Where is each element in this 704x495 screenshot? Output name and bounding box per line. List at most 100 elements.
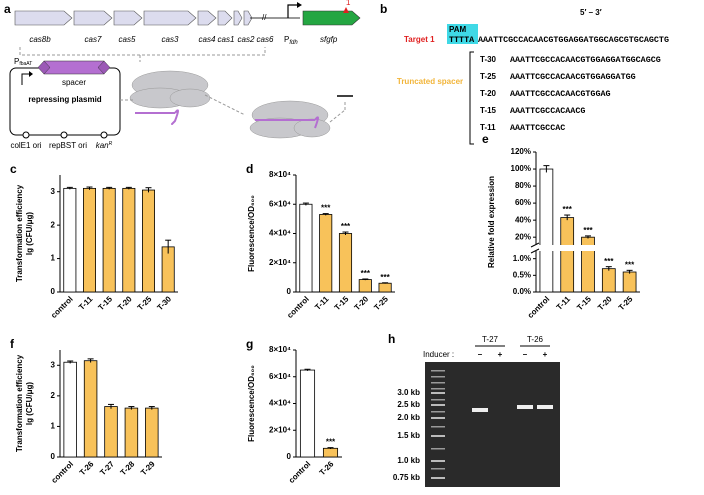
y-tick-label: 120% (511, 147, 531, 156)
pam-highlight (447, 24, 478, 44)
ladder-band (431, 460, 445, 462)
ladder-band (431, 404, 445, 406)
ladder-band (431, 399, 445, 401)
ladder-band (431, 426, 445, 428)
x-tick-label: T-15 (96, 294, 114, 312)
gene-label: cas5 (119, 35, 136, 44)
inducer-sign: + (498, 350, 503, 359)
bar (122, 187, 136, 293)
y-tick-label: 2 (51, 391, 56, 400)
ladder-band (431, 376, 445, 378)
spacer-seq: AAATTCGCCACAACGTGGAGGATGGCAGCG (510, 55, 661, 65)
inducer-label: Inducer : (423, 350, 454, 359)
y-tick-label: 0 (51, 452, 56, 461)
gene-label: cas7 (85, 35, 102, 44)
y-tick-label: 4×10⁴ (269, 399, 291, 408)
bar (560, 217, 575, 293)
plasmid-promoter-head (29, 71, 33, 77)
sample-label: T-26 (527, 335, 544, 344)
axis-break-mark (530, 242, 540, 254)
gene-label: cas1 (218, 35, 235, 44)
bar (299, 369, 316, 458)
gene-label: cas3 (162, 35, 179, 44)
y-tick-label: 6×10⁴ (269, 199, 291, 208)
x-tick-label: T-11 (555, 294, 573, 312)
bar (102, 187, 116, 293)
ladder-band (431, 370, 445, 372)
promoter-arrow (287, 4, 298, 18)
significance: *** (361, 269, 371, 278)
spacer-label: spacer (62, 78, 86, 87)
ladder-band (431, 382, 445, 384)
bar (63, 187, 77, 293)
plasmid-title: repressing plasmid (28, 95, 101, 104)
y-tick-label: 0 (51, 287, 56, 296)
bar (319, 214, 333, 293)
significance: *** (326, 438, 336, 447)
y-tick-label: 0.0% (513, 287, 531, 296)
x-tick-label: control (526, 295, 552, 321)
bar (338, 233, 353, 293)
bar (83, 187, 96, 293)
x-tick-label: control (49, 295, 75, 321)
x-tick-label: T-20 (596, 294, 614, 312)
y-tick-label: 1 (51, 422, 56, 431)
x-tick-label: T-11 (313, 294, 331, 312)
crRNA-bound (255, 116, 319, 129)
x-tick-label: T-29 (139, 459, 157, 477)
spacer-box (43, 60, 105, 75)
y-axis-label: Fluorescence/OD₆₀₀ (247, 365, 256, 442)
panel-label: e (482, 132, 489, 146)
bar (299, 203, 313, 293)
site-marker (343, 7, 349, 13)
gene (243, 10, 253, 26)
inducer-sign: + (543, 350, 548, 359)
gene (233, 10, 243, 26)
x-tick-label: T-28 (119, 459, 137, 477)
spacer-name: T-25 (480, 72, 497, 81)
marker (100, 131, 108, 139)
panel-label: f (10, 337, 15, 351)
pam-label: PAM (449, 25, 467, 34)
y-axis-label: lg (CFU/μg) (25, 382, 34, 425)
bracket (469, 51, 474, 145)
bar (322, 447, 339, 458)
direction: 5′ – 3′ (580, 8, 602, 17)
gel-bands: 3.0 kb 2.5 kb 2.0 kb 1.5 kb 1.0 kb 0.75 kb – + –… (393, 350, 553, 482)
panel-label: d (246, 162, 253, 176)
gene-label: cas6 (257, 35, 274, 44)
gene-label: cas8b (29, 35, 51, 44)
gene (73, 10, 113, 26)
y-tick-label: 4×10⁴ (269, 229, 291, 238)
significance: *** (583, 226, 593, 235)
site-label: 1 (346, 0, 351, 7)
y-tick-label: 100% (511, 164, 531, 173)
bar (161, 246, 175, 293)
ori (60, 131, 68, 139)
y-tick-label: 0 (287, 287, 292, 296)
significance: *** (321, 204, 331, 213)
panel-label: h (388, 332, 395, 346)
gene-label: cas2 (238, 35, 255, 44)
gene (14, 10, 73, 26)
bar (145, 407, 159, 458)
bar (378, 282, 392, 293)
y-tick-label: 0 (287, 452, 292, 461)
y-tick-label: 6×10⁴ (269, 372, 291, 381)
promoter-label: Pfdh (284, 35, 298, 45)
ladder-label: 2.0 kb (397, 413, 420, 422)
reporter-label: sfgfp (320, 35, 338, 44)
panel-label: b (380, 2, 387, 16)
y-tick-label: 2×10⁴ (269, 425, 291, 434)
crRNA (135, 109, 179, 125)
x-tick-label: control (50, 460, 76, 486)
sfgfp-gene (302, 10, 361, 26)
target-seq: AAATTCGCCACAACGTGGAGGATGGCAGCGTGCAGCTG (478, 35, 669, 45)
x-tick-label: T-27 (98, 459, 116, 477)
ladder-label: 0.75 kb (393, 473, 420, 482)
ladder-band (431, 435, 445, 437)
bar (124, 407, 139, 458)
spacer-name: T-11 (480, 123, 496, 132)
y-tick-label: 2×10⁴ (269, 258, 291, 267)
